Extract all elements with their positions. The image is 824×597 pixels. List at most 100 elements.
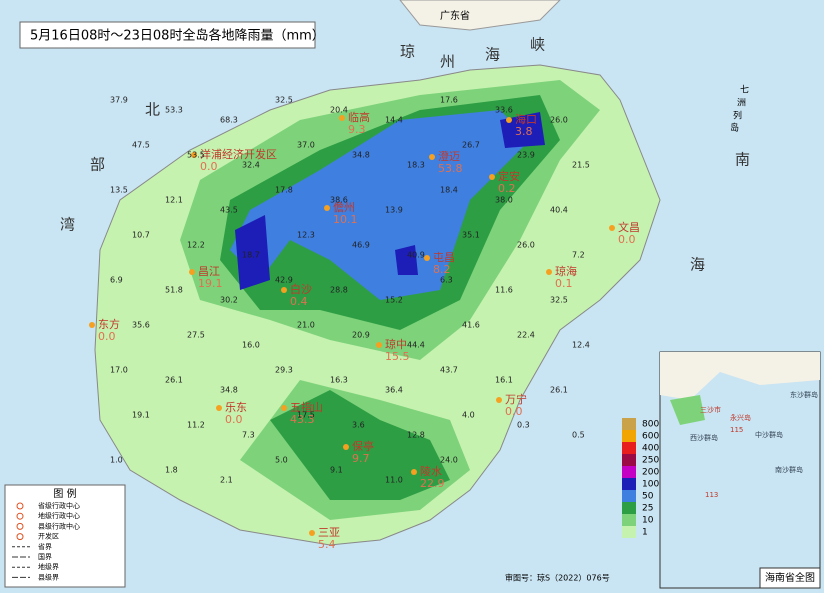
station-value: 12.1	[165, 196, 183, 205]
city-value: 0.0	[98, 330, 116, 343]
review-number: 审图号：琼S（2022）076号	[505, 573, 610, 583]
city-dot	[609, 225, 615, 231]
station-value: 51.8	[165, 286, 183, 295]
station-value: 16.3	[330, 376, 348, 385]
station-value: 19.1	[132, 411, 150, 420]
city-name: 五指山	[290, 400, 323, 414]
legend-label: 县级行政中心	[38, 521, 80, 530]
scale-label: 800	[642, 420, 659, 430]
station-value: 29.3	[275, 366, 293, 375]
sea-label: 湾	[60, 216, 75, 234]
city-name: 三亚	[318, 526, 340, 539]
station-value: 11.0	[385, 476, 403, 485]
station-value: 38.0	[495, 196, 513, 205]
station-value: 0.3	[517, 421, 530, 430]
sea-label: 峡	[530, 36, 545, 54]
city-dot	[309, 530, 315, 536]
station-value: 18.7	[242, 251, 260, 260]
city-value: 0.0	[200, 160, 218, 173]
scale-swatch	[622, 478, 636, 490]
station-value: 10.7	[132, 231, 150, 240]
inset-title: 海南省全图	[765, 571, 815, 584]
sea-label: 南	[735, 151, 750, 169]
station-value: 3.6	[352, 421, 365, 430]
inset-land	[660, 352, 820, 400]
city-value: 53.8	[438, 162, 463, 175]
sea-label: 列	[733, 110, 742, 122]
city-name: 屯昌	[433, 251, 455, 264]
sea-label: 七	[740, 85, 749, 96]
sea-label: 北	[145, 101, 160, 119]
city-value: 8.2	[433, 263, 451, 276]
city-value: 0.0	[618, 233, 636, 246]
legend-symbol	[16, 502, 24, 510]
zone-50	[230, 110, 530, 300]
scale-label: 25	[642, 504, 653, 514]
station-value: 12.3	[297, 231, 315, 240]
station-value: 17.5	[297, 411, 315, 420]
city-name: 琼中	[385, 337, 407, 351]
legend-title: 图 例	[53, 487, 76, 500]
station-value: 7.2	[572, 251, 585, 260]
station-value: 1.0	[110, 456, 123, 465]
station-value: 34.8	[220, 386, 238, 395]
inset-label: 东沙群岛	[790, 390, 818, 399]
inset-label: 南沙群岛	[775, 465, 803, 474]
city-dot	[376, 342, 382, 348]
city-dot	[281, 287, 287, 293]
station-value: 20.4	[330, 106, 348, 115]
sea-label: 岛	[730, 122, 739, 134]
station-value: 12.2	[187, 241, 205, 250]
city-name: 临高	[348, 110, 370, 124]
station-value: 24.0	[440, 456, 458, 465]
station-value: 68.3	[220, 116, 238, 125]
station-value: 20.9	[352, 331, 370, 340]
city-name: 儋州	[333, 201, 355, 214]
station-value: 35.6	[132, 321, 150, 330]
station-value: 16.0	[242, 341, 260, 350]
city-value: 0.0	[505, 405, 523, 418]
sea-label: 海	[485, 46, 500, 64]
legend-label: 省界	[38, 542, 52, 551]
inset-title-box	[759, 567, 821, 589]
city-name: 昌江	[198, 265, 220, 278]
station-value: 13.5	[110, 186, 128, 195]
scale-label: 400	[642, 444, 659, 454]
scale-swatch	[622, 418, 636, 430]
inset-label: 113	[705, 491, 718, 499]
station-value: 13.9	[385, 206, 403, 215]
sea-label: 海	[690, 256, 705, 274]
legend-box	[4, 484, 126, 588]
city-dot	[216, 405, 222, 411]
station-value: 26.1	[165, 376, 183, 385]
city-dot	[424, 255, 430, 261]
title: 5月16日08时～23日08时全岛各地降雨量（mm）	[30, 28, 325, 44]
scale-label: 200	[642, 468, 659, 478]
city-dot	[489, 174, 495, 180]
stations: 37.9 53.3 68.3 32.5 20.4 14.4 17.6 33.6 26.0 47.5…	[110, 96, 590, 485]
station-value: 22.4	[517, 331, 535, 340]
station-value: 26.0	[550, 116, 568, 125]
scale-label: 10	[642, 516, 654, 526]
station-value: 1.8	[165, 466, 178, 475]
city-name: 乐东	[225, 401, 247, 414]
legend-label: 地级界	[38, 562, 59, 571]
city-value: 43.3	[290, 413, 315, 426]
city-dot	[429, 154, 435, 160]
station-value: 27.5	[187, 331, 205, 340]
station-value: 17.8	[275, 186, 293, 195]
city-dot	[324, 205, 330, 211]
station-value: 30.2	[220, 296, 238, 305]
inset-hainan	[670, 395, 705, 425]
station-value: 12.8	[407, 431, 425, 440]
station-value: 33.6	[495, 106, 513, 115]
legend-label: 开发区	[38, 532, 59, 541]
station-value: 17.6	[440, 96, 458, 105]
station-value: 6.3	[440, 276, 453, 285]
city-name: 洋浦经济开发区	[200, 147, 277, 161]
city-dot	[89, 322, 95, 328]
city-name: 陵水	[420, 465, 442, 478]
